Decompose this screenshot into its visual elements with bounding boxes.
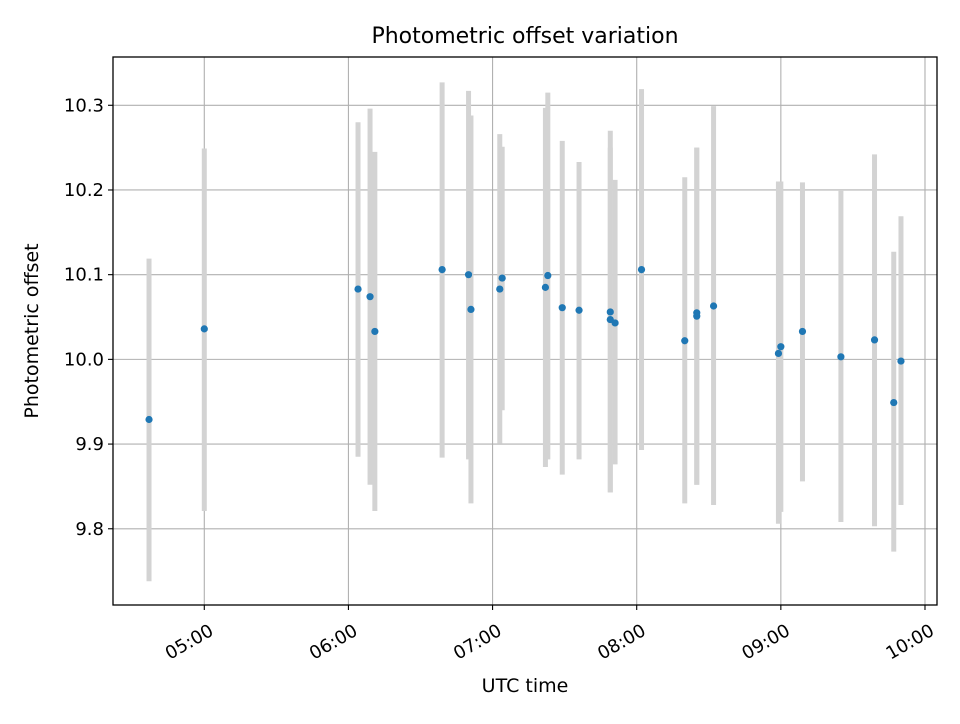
y-tick-label: 10.1 (64, 265, 104, 286)
data-point (145, 415, 153, 424)
data-point (558, 304, 566, 312)
data-point (438, 265, 446, 274)
data-point (467, 305, 475, 314)
data-point (464, 271, 473, 279)
data-point (774, 349, 783, 358)
data-point (496, 285, 504, 293)
plot-frame (112, 56, 938, 606)
data-point (709, 302, 718, 310)
data-point (498, 274, 506, 282)
data-point (200, 325, 208, 333)
data-point (611, 319, 619, 327)
y-tick-label: 9.8 (75, 519, 104, 540)
data-point (890, 398, 898, 407)
data-point (371, 327, 379, 336)
data-point (637, 265, 646, 274)
data-point (798, 327, 807, 336)
data-point (897, 357, 905, 365)
data-point (870, 336, 879, 344)
x-axis-label: UTC time (482, 675, 569, 697)
data-point (544, 271, 552, 280)
y-tick-label: 10.3 (64, 95, 104, 116)
data-point (681, 337, 689, 345)
data-point (606, 308, 614, 316)
point-layer (145, 265, 905, 424)
data-point (354, 285, 362, 293)
y-tick-label: 10.0 (64, 349, 104, 370)
y-tick-label: 9.9 (75, 434, 104, 455)
data-point (575, 306, 583, 314)
chart-title: Photometric offset variation (371, 24, 678, 49)
y-axis-label: Photometric offset (21, 243, 43, 418)
data-point (837, 353, 845, 361)
data-point (541, 283, 550, 291)
data-point (777, 343, 785, 351)
y-tick-label: 10.2 (64, 180, 104, 201)
data-point (693, 309, 701, 317)
data-point (366, 293, 374, 301)
